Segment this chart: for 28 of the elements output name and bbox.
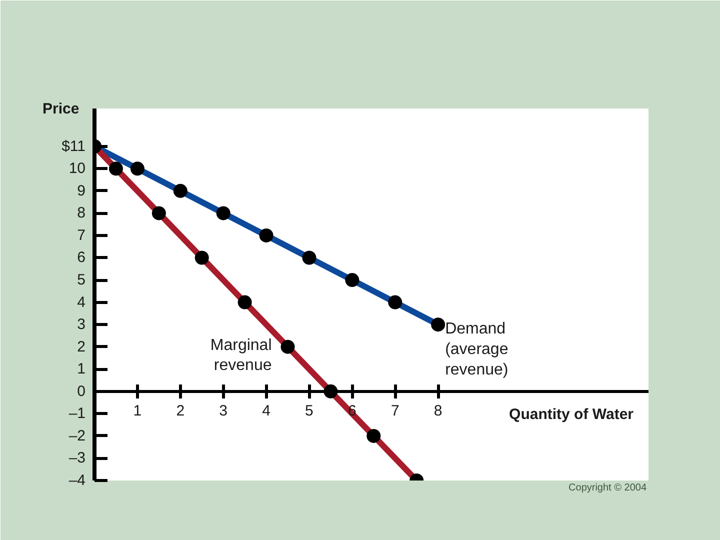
y-tick-label: –3 [68,450,86,467]
y-tick-label: 3 [77,316,86,334]
y-tick-label: 1 [77,360,86,378]
x-tick-label: 2 [176,402,185,420]
x-axis-title: Quantity of Water [509,406,634,423]
x-tick-label: 1 [133,402,142,420]
x-tick-label: 5 [305,402,314,420]
y-tick-label: –1 [68,405,86,422]
x-tick-label: 7 [390,402,400,420]
y-tick-label: 7 [77,226,86,244]
y-tick-label: 4 [77,294,86,311]
y-axis-title: Price [42,100,80,118]
annotation: Demand (average revenue) [445,320,508,378]
y-tick-label: $11 [62,138,86,155]
y-tick-label: 0 [77,382,86,400]
x-tick-label: 8 [434,402,442,420]
y-tick-label: 8 [77,204,86,222]
y-tick-label: –2 [68,427,86,444]
y-tick-label: 2 [77,338,86,356]
y-tick-label: 6 [77,249,86,266]
text: Copyright © 2004 [568,482,647,494]
x-tick-label: 3 [219,402,228,420]
y-tick-label: 5 [77,272,86,289]
x-tick-label: 4 [262,402,270,420]
y-tick-label: –4 [68,472,86,489]
y-tick-label: 9 [77,182,86,200]
annotation: Marginal revenue [210,336,272,374]
y-tick-label: 10 [68,160,86,178]
